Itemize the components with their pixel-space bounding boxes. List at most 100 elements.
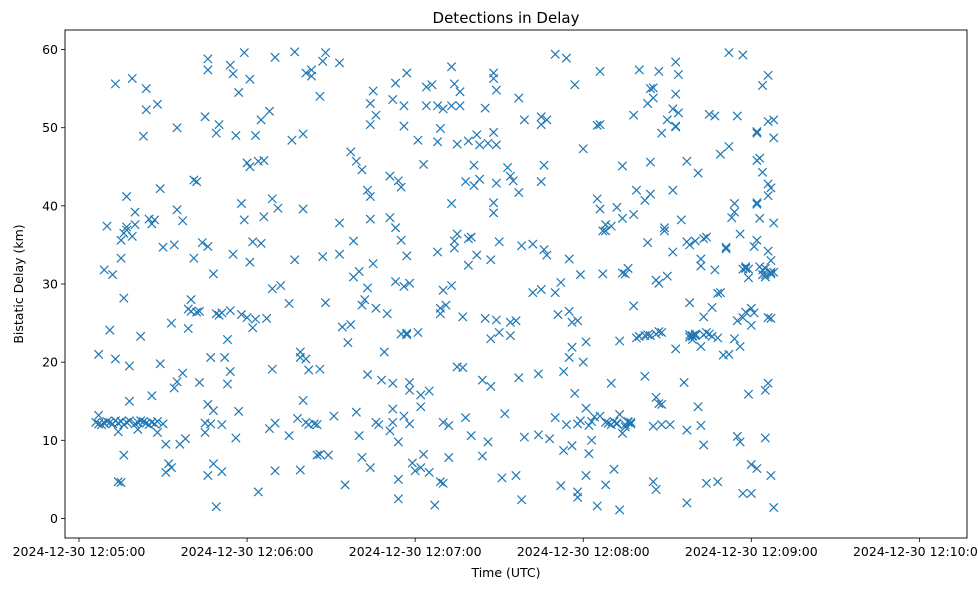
data-point xyxy=(615,505,625,515)
data-point xyxy=(732,111,742,121)
data-point xyxy=(116,235,126,245)
data-point xyxy=(581,403,591,413)
data-point xyxy=(138,416,149,427)
data-point xyxy=(323,450,333,460)
data-point xyxy=(715,149,726,159)
data-point xyxy=(197,237,207,248)
data-point xyxy=(584,448,594,459)
data-point xyxy=(222,334,233,345)
data-point xyxy=(432,101,443,111)
data-point xyxy=(528,239,538,249)
data-point xyxy=(685,240,695,250)
data-point xyxy=(116,477,126,488)
data-point xyxy=(505,317,516,327)
data-point xyxy=(234,87,244,98)
data-point xyxy=(407,458,417,468)
data-point xyxy=(701,232,712,242)
data-point xyxy=(763,191,773,201)
data-point xyxy=(752,198,762,208)
data-point xyxy=(573,487,583,497)
data-point xyxy=(601,480,611,490)
data-point xyxy=(239,48,249,58)
data-point xyxy=(626,417,636,427)
data-point xyxy=(225,305,235,316)
data-point xyxy=(166,318,177,328)
data-point xyxy=(486,334,496,344)
data-point xyxy=(609,464,619,474)
data-point xyxy=(766,267,776,277)
data-point xyxy=(763,246,773,256)
data-point xyxy=(301,354,311,364)
data-point xyxy=(696,341,706,352)
data-point xyxy=(460,413,471,423)
data-point xyxy=(430,500,440,510)
data-point xyxy=(491,140,502,150)
data-point xyxy=(248,323,258,333)
data-point xyxy=(685,298,695,308)
data-point xyxy=(472,130,482,140)
data-point xyxy=(763,116,773,127)
data-point xyxy=(155,359,165,369)
data-point xyxy=(161,467,171,477)
data-point xyxy=(357,300,367,310)
data-point xyxy=(542,115,552,125)
data-point xyxy=(404,419,415,429)
data-point xyxy=(435,303,445,313)
data-point xyxy=(385,171,395,181)
data-point xyxy=(511,470,521,481)
data-point xyxy=(553,309,563,320)
data-point xyxy=(152,427,163,438)
x-tick-label: 2024-12-30 12:09:00 xyxy=(685,544,818,559)
data-point xyxy=(130,219,140,230)
data-point xyxy=(122,191,132,202)
data-point xyxy=(766,313,776,324)
data-point xyxy=(239,215,249,225)
data-point xyxy=(245,74,255,84)
data-point xyxy=(533,369,544,379)
data-point xyxy=(648,93,658,103)
data-point xyxy=(561,53,572,63)
data-point xyxy=(270,52,280,62)
data-point xyxy=(615,409,625,420)
data-point xyxy=(256,238,266,248)
data-point xyxy=(743,273,754,283)
data-point xyxy=(732,431,742,442)
data-point xyxy=(172,377,182,387)
y-tick-label: 30 xyxy=(42,277,58,292)
data-point xyxy=(194,306,205,316)
data-point xyxy=(211,502,221,512)
data-point xyxy=(668,104,678,114)
data-point xyxy=(362,370,373,380)
data-point xyxy=(575,269,586,280)
data-point xyxy=(124,396,135,406)
data-point xyxy=(631,333,642,343)
data-point xyxy=(192,307,202,317)
data-point xyxy=(301,68,311,78)
data-point xyxy=(760,385,770,395)
data-point xyxy=(617,268,628,278)
data-point xyxy=(438,104,448,114)
data-point xyxy=(488,68,499,78)
data-point xyxy=(93,410,104,420)
data-point xyxy=(334,249,345,259)
data-point xyxy=(483,437,493,447)
data-point xyxy=(315,449,325,459)
data-point xyxy=(550,287,560,298)
data-point xyxy=(668,247,678,257)
data-point xyxy=(480,103,490,113)
data-point xyxy=(136,416,146,426)
data-point xyxy=(488,198,499,208)
data-point xyxy=(402,251,412,261)
data-point xyxy=(343,337,353,348)
data-point xyxy=(550,49,560,59)
data-point xyxy=(298,204,308,214)
data-point xyxy=(435,123,445,134)
data-point xyxy=(180,434,191,444)
data-point xyxy=(371,110,381,120)
data-point xyxy=(491,85,502,95)
data-point xyxy=(262,313,272,324)
data-point xyxy=(312,420,322,430)
data-point xyxy=(203,241,213,252)
data-point xyxy=(393,474,403,485)
